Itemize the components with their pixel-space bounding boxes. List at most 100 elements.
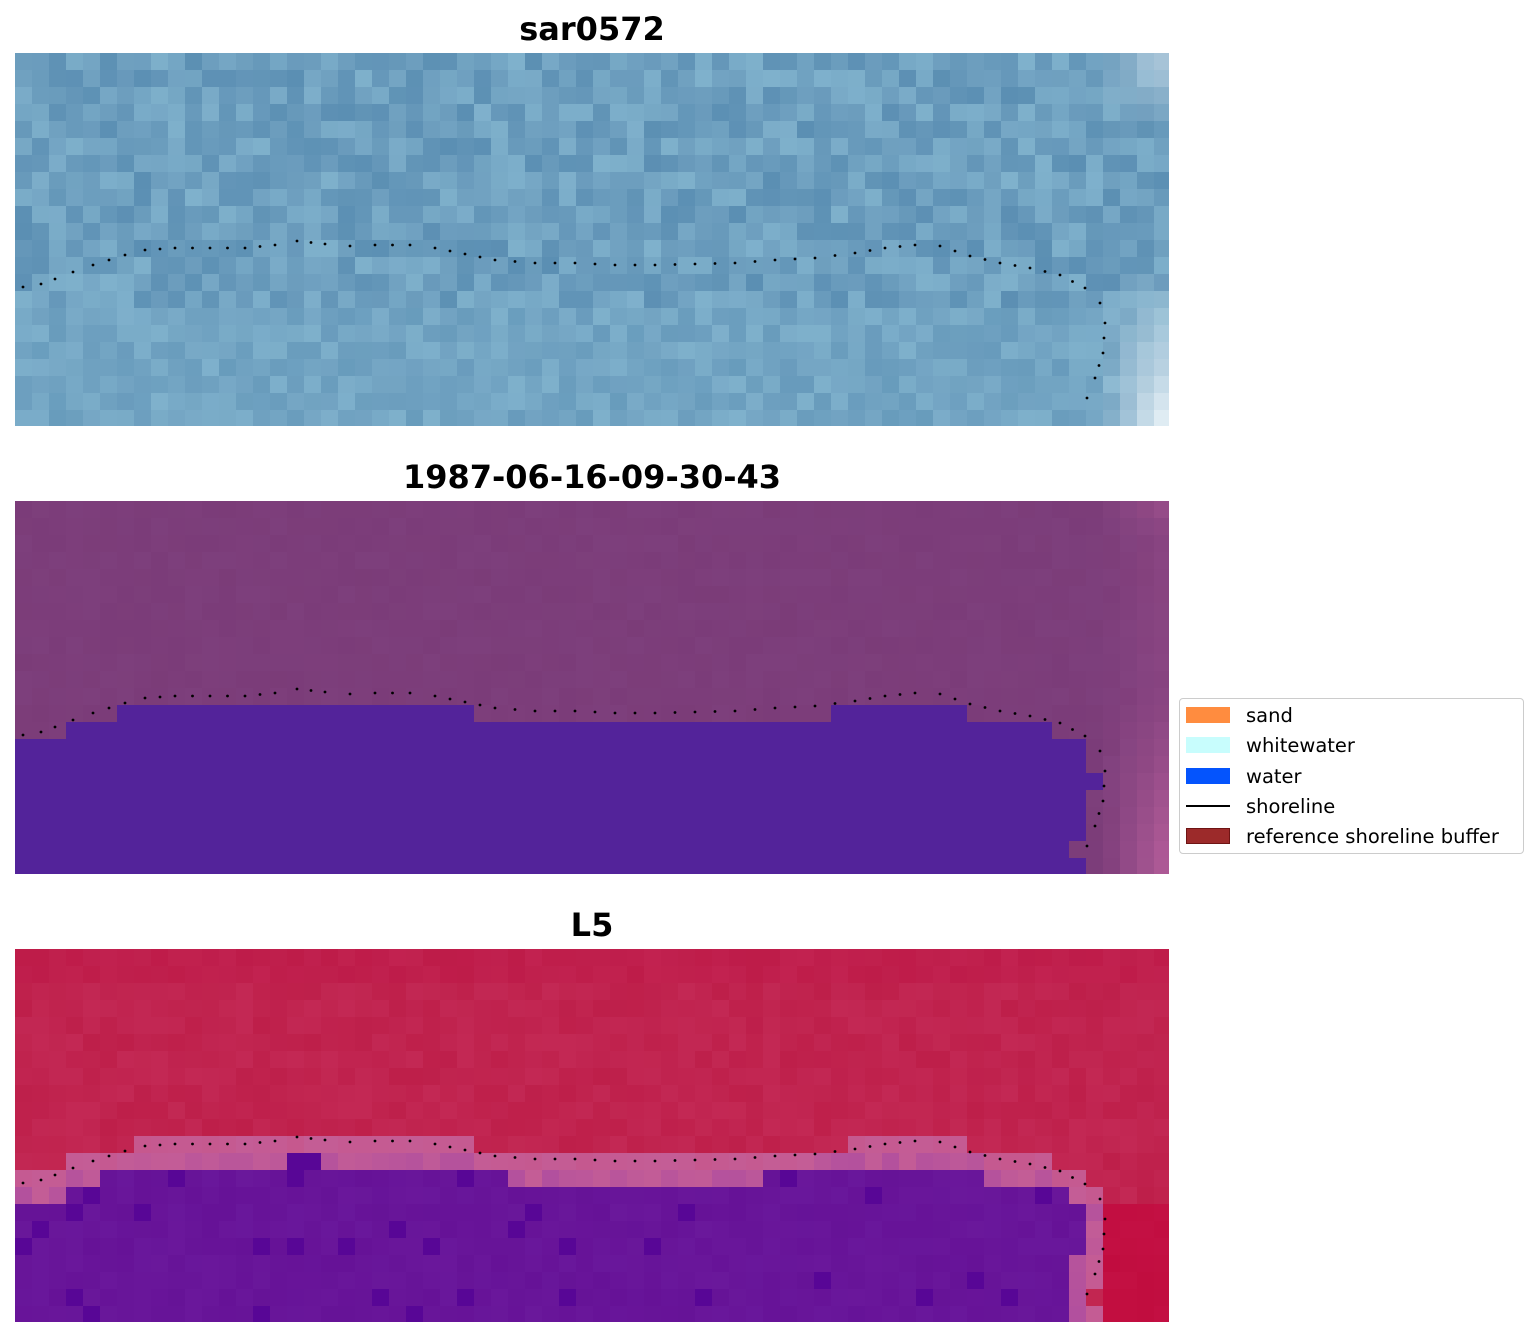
image-pixel [219, 1119, 237, 1137]
image-pixel [1103, 172, 1121, 190]
image-pixel [1120, 240, 1138, 258]
image-pixel [814, 858, 832, 874]
image-pixel [1001, 104, 1019, 122]
image-pixel [763, 121, 781, 139]
image-pixel [66, 790, 84, 808]
image-pixel [661, 858, 679, 874]
image-pixel [916, 1153, 934, 1171]
image-pixel [729, 824, 747, 842]
image-pixel [372, 138, 390, 156]
image-pixel [270, 172, 288, 190]
image-pixel [253, 1289, 271, 1307]
image-pixel [440, 172, 458, 190]
shoreline-dot [21, 733, 25, 737]
image-pixel [219, 1238, 237, 1256]
shoreline-dot [1043, 270, 1047, 273]
image-pixel [644, 858, 662, 874]
image-pixel [66, 189, 84, 207]
image-pixel [559, 1034, 577, 1052]
image-pixel [1001, 1255, 1019, 1273]
image-pixel [151, 552, 169, 570]
image-pixel [83, 206, 101, 224]
image-pixel [236, 376, 254, 394]
image-pixel [1103, 1085, 1121, 1103]
image-pixel [83, 1238, 101, 1256]
image-pixel [644, 376, 662, 394]
image-pixel [355, 966, 373, 984]
shoreline-dot [391, 691, 394, 695]
image-pixel [66, 70, 84, 88]
image-pixel [1103, 535, 1121, 553]
image-pixel [729, 70, 747, 88]
image-pixel [304, 983, 322, 1001]
image-pixel [1120, 773, 1138, 791]
image-pixel [270, 138, 288, 156]
image-pixel [491, 410, 509, 426]
image-pixel [117, 705, 135, 723]
image-pixel [984, 790, 1002, 808]
image-pixel [304, 104, 322, 122]
image-pixel [66, 104, 84, 122]
image-pixel [933, 705, 951, 723]
image-pixel [559, 722, 577, 740]
image-pixel [661, 722, 679, 740]
image-pixel [865, 138, 883, 156]
image-pixel [457, 240, 475, 258]
image-pixel [236, 223, 254, 241]
image-pixel [253, 518, 271, 536]
image-pixel [1035, 223, 1053, 241]
image-pixel [729, 1289, 747, 1307]
image-pixel [814, 87, 832, 105]
image-pixel [287, 552, 305, 570]
image-pixel [49, 1068, 67, 1086]
image-pixel [984, 189, 1002, 207]
image-pixel [457, 535, 475, 553]
image-pixel [100, 586, 118, 604]
image-pixel [576, 1170, 594, 1188]
image-pixel [559, 739, 577, 757]
image-pixel [355, 807, 373, 825]
image-pixel [117, 1136, 135, 1154]
image-pixel [1018, 172, 1036, 190]
image-pixel [559, 138, 577, 156]
image-pixel [219, 790, 237, 808]
image-pixel [491, 325, 509, 343]
image-pixel [542, 291, 560, 309]
image-pixel [1120, 274, 1138, 292]
image-pixel [1120, 1068, 1138, 1086]
image-pixel [474, 756, 492, 774]
image-pixel [559, 1085, 577, 1103]
image-pixel [389, 393, 407, 411]
image-pixel [117, 325, 135, 343]
image-pixel [865, 552, 883, 570]
image-pixel [559, 501, 577, 519]
image-pixel [1103, 223, 1121, 241]
image-pixel [372, 518, 390, 536]
image-pixel [899, 257, 917, 275]
image-pixel [848, 654, 866, 672]
image-pixel [1001, 637, 1019, 655]
image-pixel [100, 1102, 118, 1120]
image-pixel [763, 53, 781, 71]
image-pixel [542, 376, 560, 394]
image-pixel [49, 807, 67, 825]
image-pixel [610, 1221, 628, 1239]
image-pixel [712, 1085, 730, 1103]
image-pixel [542, 1085, 560, 1103]
image-pixel [644, 983, 662, 1001]
image-pixel [814, 359, 832, 377]
image-pixel [491, 172, 509, 190]
image-pixel [423, 1170, 441, 1188]
image-pixel [355, 223, 373, 241]
image-pixel [457, 70, 475, 88]
image-pixel [321, 569, 339, 587]
shoreline-dot [1043, 1166, 1047, 1169]
image-pixel [780, 274, 798, 292]
image-pixel [151, 1051, 169, 1069]
image-pixel [1052, 756, 1070, 774]
image-pixel [644, 257, 662, 275]
image-pixel [797, 773, 815, 791]
image-pixel [83, 308, 101, 326]
image-pixel [831, 705, 849, 723]
image-pixel [644, 1170, 662, 1188]
